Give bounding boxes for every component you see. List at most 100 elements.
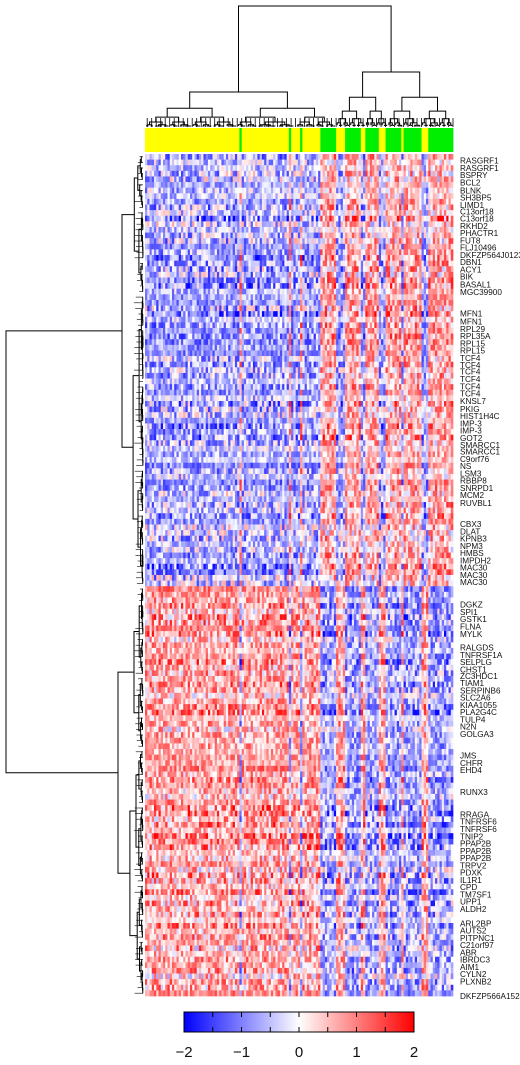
heatmap-cell — [325, 165, 328, 171]
heatmap-cell — [359, 216, 362, 222]
heatmap-cell — [408, 171, 411, 177]
heatmap-cell — [410, 154, 413, 160]
heatmap-cell — [271, 205, 274, 211]
heatmap-cell — [165, 154, 168, 160]
heatmap-cell — [332, 182, 335, 188]
heatmap-cell — [165, 160, 168, 166]
heatmap-cell — [253, 171, 256, 177]
heatmap-cell — [442, 165, 445, 171]
heatmap-cell — [293, 199, 296, 205]
heatmap-cell — [320, 182, 323, 188]
heatmap-cell — [217, 182, 220, 188]
heatmap-cell — [251, 205, 254, 211]
heatmap-cell — [356, 199, 359, 205]
heatmap-cell — [374, 193, 377, 199]
heatmap-cell — [442, 193, 445, 199]
heatmap-cell — [262, 188, 265, 194]
heatmap-cell — [343, 160, 346, 166]
heatmap-cell — [386, 165, 389, 171]
heatmap-cell — [176, 182, 179, 188]
heatmap-cell — [363, 193, 366, 199]
heatmap-cell — [347, 188, 350, 194]
heatmap-cell — [399, 193, 402, 199]
heatmap-cell — [282, 188, 285, 194]
heatmap-cell — [206, 160, 209, 166]
heatmap-cell — [190, 210, 193, 216]
heatmap-cell — [183, 154, 186, 160]
heatmap-cell — [395, 210, 398, 216]
heatmap-cell — [426, 193, 429, 199]
heatmap-cell — [325, 205, 328, 211]
heatmap-cell — [289, 176, 292, 182]
heatmap-cell — [329, 160, 332, 166]
heatmap-cell — [201, 160, 204, 166]
heatmap-cell — [212, 176, 215, 182]
heatmap-cell — [154, 199, 157, 205]
heatmap-cell — [417, 205, 420, 211]
heatmap-cell — [158, 205, 161, 211]
heatmap-cell — [363, 165, 366, 171]
heatmap-cell — [354, 182, 357, 188]
heatmap-cell — [381, 205, 384, 211]
heatmap-cell — [161, 171, 164, 177]
heatmap-cell — [174, 199, 177, 205]
heatmap-cell — [435, 154, 438, 160]
column-group-bar — [145, 128, 453, 152]
heatmap-cell — [212, 205, 215, 211]
heatmap-cell — [293, 171, 296, 177]
heatmap-cell — [374, 160, 377, 166]
heatmap-cell — [165, 216, 168, 222]
heatmap-cell — [156, 199, 159, 205]
heatmap-cell — [428, 160, 431, 166]
heatmap-cell — [350, 160, 353, 166]
heatmap-cell — [221, 182, 224, 188]
heatmap-cell — [417, 199, 420, 205]
heatmap-cell — [293, 182, 296, 188]
heatmap-cell — [242, 176, 245, 182]
heatmap-cell — [334, 216, 337, 222]
heatmap-cell — [224, 171, 227, 177]
heatmap-cell — [354, 205, 357, 211]
heatmap-cell — [338, 160, 341, 166]
heatmap-cell — [431, 188, 434, 194]
heatmap-cell — [336, 160, 339, 166]
heatmap-cell — [325, 193, 328, 199]
heatmap-cell — [179, 154, 182, 160]
heatmap-cell — [201, 182, 204, 188]
heatmap-cell — [253, 188, 256, 194]
heatmap-cell — [170, 188, 173, 194]
heatmap-cell — [377, 205, 380, 211]
heatmap-cell — [361, 171, 364, 177]
heatmap-cell — [197, 160, 200, 166]
heatmap-cell — [334, 154, 337, 160]
heatmap-cell — [383, 165, 386, 171]
heatmap-cell — [372, 160, 375, 166]
column-dendrogram-link — [305, 117, 325, 122]
heatmap-cell — [291, 182, 294, 188]
heatmap-cell — [408, 199, 411, 205]
heatmap-cell — [188, 221, 191, 227]
heatmap-cell — [244, 171, 247, 177]
heatmap-cell — [325, 216, 328, 222]
heatmap-cell — [215, 193, 218, 199]
heatmap-cell — [305, 205, 308, 211]
heatmap-cell — [188, 160, 191, 166]
heatmap-cell — [329, 199, 332, 205]
heatmap-cell — [244, 216, 247, 222]
heatmap-cell — [372, 171, 375, 177]
heatmap-cell — [451, 176, 454, 182]
heatmap-cell — [287, 171, 290, 177]
heatmap-cell — [422, 188, 425, 194]
heatmap-cell — [253, 216, 256, 222]
heatmap-cell — [419, 199, 422, 205]
heatmap-cell — [356, 176, 359, 182]
heatmap-cell — [260, 199, 263, 205]
heatmap-cell — [435, 176, 438, 182]
heatmap-cell — [354, 176, 357, 182]
heatmap-cell — [221, 216, 224, 222]
heatmap-cell — [260, 165, 263, 171]
heatmap-cell — [203, 205, 206, 211]
heatmap-cell — [284, 188, 287, 194]
heatmap-cell — [208, 182, 211, 188]
heatmap-cell — [419, 205, 422, 211]
